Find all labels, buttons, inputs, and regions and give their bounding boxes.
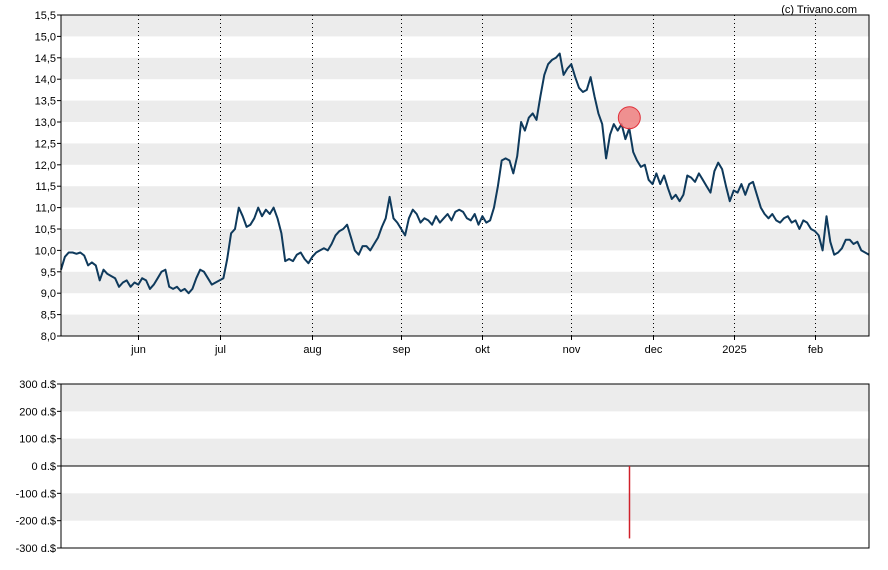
insider-trade-marker[interactable] bbox=[617, 106, 641, 130]
volume-y-tick-label: 100 d.$ bbox=[19, 434, 56, 446]
price-y-tick-label: 14,0 bbox=[35, 74, 56, 86]
price-y-tick-label: 12,0 bbox=[35, 160, 56, 172]
price-x-tick-label: jul bbox=[214, 344, 226, 356]
volume-y-tick-label: 0 d.$ bbox=[32, 461, 56, 473]
price-y-tick-label: 12,5 bbox=[35, 138, 56, 150]
price-y-tick-label: 8,0 bbox=[41, 331, 56, 343]
price-band bbox=[61, 271, 869, 294]
price-band bbox=[61, 143, 869, 165]
price-line bbox=[60, 52, 870, 295]
price-y-tick-label: 14,5 bbox=[35, 53, 56, 65]
price-y-tick-label: 13,5 bbox=[35, 96, 56, 108]
volume-y-tick-label: -300 d.$ bbox=[16, 543, 56, 555]
price-band bbox=[61, 15, 869, 37]
price-band bbox=[61, 229, 869, 251]
price-x-tick-label: 2025 bbox=[722, 344, 746, 356]
volume-y-tick-label: 300 d.$ bbox=[19, 379, 56, 391]
price-band bbox=[61, 186, 869, 208]
price-x-tick-label: feb bbox=[808, 344, 823, 356]
volume-y-tick-label: 200 d.$ bbox=[19, 406, 56, 418]
price-panel: 8,0 8,5 9,0 9,5 10,0 10,5 11,0 11,5 12,0 12,5 13,0… bbox=[35, 10, 870, 356]
price-y-tick-label: 11,0 bbox=[35, 203, 56, 215]
insider-volume-panel: 300 d.$ 200 d.$ 100 d.$ 0 d.$ -100 d.$ -200 d… bbox=[16, 379, 870, 555]
price-y-tick-label: 15,5 bbox=[35, 10, 56, 22]
price-x-tick-label: jun bbox=[130, 344, 146, 356]
price-x-tick-label: nov bbox=[563, 344, 581, 356]
volume-y-tick-label: -200 d.$ bbox=[16, 516, 56, 528]
price-y-tick-label: 15,0 bbox=[35, 31, 56, 43]
price-band bbox=[61, 57, 869, 80]
price-y-tick-label: 10,5 bbox=[35, 224, 56, 236]
copyright-label: (c) Trivano.com bbox=[781, 4, 857, 16]
volume-band bbox=[61, 493, 869, 521]
price-band bbox=[61, 100, 869, 122]
price-y-tick-label: 10,0 bbox=[35, 245, 56, 257]
price-y-tick-label: 9,0 bbox=[41, 288, 56, 300]
price-band bbox=[61, 314, 869, 336]
price-y-tick-label: 11,5 bbox=[35, 181, 56, 193]
price-y-tick-label: 8,5 bbox=[41, 310, 56, 322]
price-x-tick-label: okt bbox=[475, 344, 490, 356]
price-x-tick-label: aug bbox=[303, 344, 321, 356]
price-x-tick-label: sep bbox=[393, 344, 411, 356]
volume-band bbox=[61, 438, 869, 466]
price-x-tick-label: dec bbox=[645, 344, 663, 356]
volume-band bbox=[61, 384, 869, 412]
volume-y-tick-label: -100 d.$ bbox=[16, 488, 56, 500]
price-plot-frame bbox=[60, 14, 870, 337]
price-y-tick-label: 13,0 bbox=[35, 117, 56, 129]
price-y-tick-label: 9,5 bbox=[41, 267, 56, 279]
